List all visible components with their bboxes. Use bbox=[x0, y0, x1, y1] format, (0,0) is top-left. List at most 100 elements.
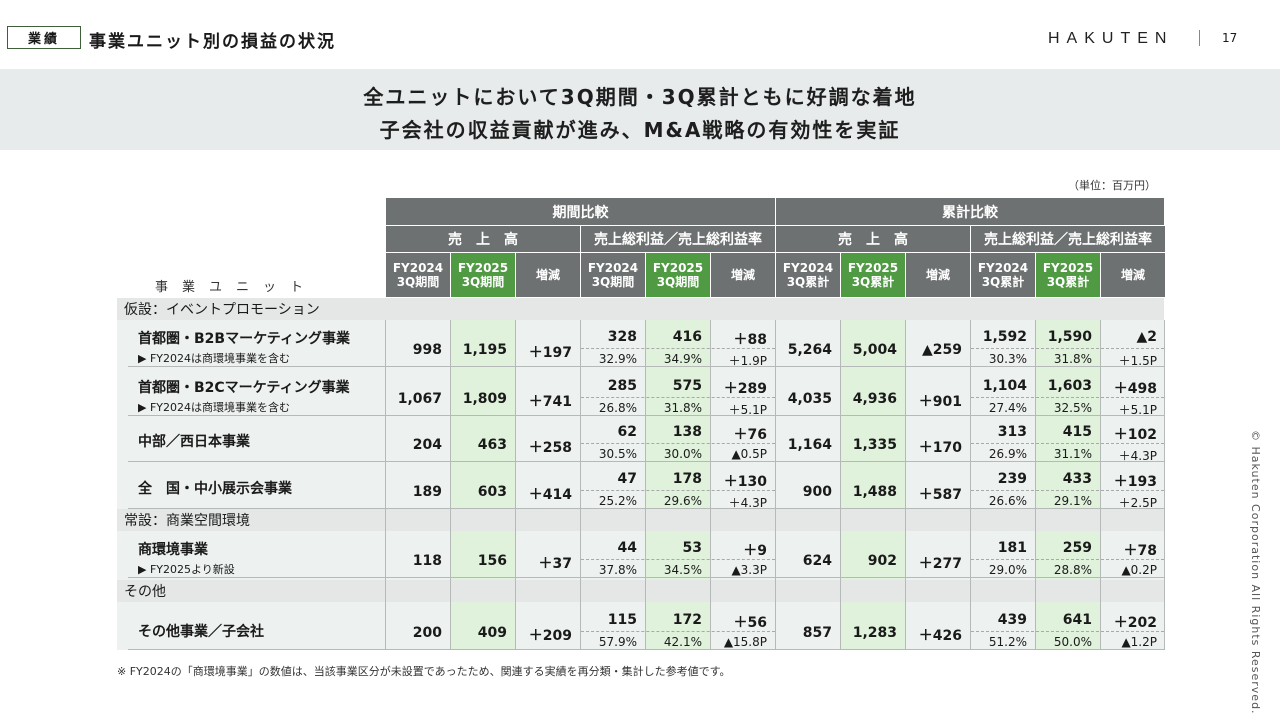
cum-gp-rate-cell: 50.0% bbox=[1053, 635, 1092, 649]
period-gp-rate-cell: 34.5% bbox=[663, 563, 702, 577]
period-gp-rate-cell: ▲15.8P bbox=[723, 635, 767, 649]
gp-rate-divider bbox=[581, 397, 775, 398]
period-gp-rate-cell: ▲3.3P bbox=[731, 563, 767, 577]
period-sales-cell: ＋741 bbox=[528, 394, 572, 410]
cum-sales-cell: ▲259 bbox=[922, 342, 962, 358]
column-header: 増減 bbox=[906, 253, 970, 297]
cum-gp-cell: ▲2 bbox=[1136, 329, 1157, 345]
period-gp-cell: 115 bbox=[607, 612, 637, 628]
column-divider bbox=[385, 320, 386, 650]
column-divider bbox=[580, 320, 581, 650]
unit-name: その他事業／子会社 bbox=[138, 624, 264, 640]
cum-gp-rate-cell: 31.1% bbox=[1053, 447, 1092, 461]
cum-gp-rate-cell: ＋5.1P bbox=[1118, 403, 1157, 417]
period-sales-cell: 1,195 bbox=[462, 342, 507, 358]
cum-gp-cell: ＋202 bbox=[1113, 615, 1157, 631]
header-divider bbox=[1199, 30, 1200, 46]
cum-sales-cell: 624 bbox=[802, 553, 832, 569]
column-divider bbox=[970, 320, 971, 650]
cum-gp-rate-cell: 31.8% bbox=[1053, 352, 1092, 366]
cum-sales-cell: 4,936 bbox=[852, 391, 897, 407]
cum-gp-rate-cell: 28.8% bbox=[1053, 563, 1092, 577]
cum-gp-cell: 1,104 bbox=[982, 378, 1027, 394]
subgroup-header: 売 上 高 bbox=[776, 226, 970, 252]
group-header-cumulative: 累計比較 bbox=[776, 198, 1164, 225]
cum-gp-rate-cell: 29.0% bbox=[988, 563, 1027, 577]
period-gp-rate-cell: 34.9% bbox=[663, 352, 702, 366]
period-gp-rate-cell: 32.9% bbox=[598, 352, 637, 366]
column-divider bbox=[450, 320, 451, 650]
business-unit-label: 事業ユニット bbox=[155, 280, 318, 295]
period-gp-rate-cell: 30.0% bbox=[663, 447, 702, 461]
unit-name: 全 国・中小展示会事業 bbox=[138, 481, 292, 497]
period-sales-cell: ＋37 bbox=[538, 556, 572, 572]
section-header: 仮設：イベントプロモーション bbox=[117, 298, 1164, 320]
cum-sales-cell: ＋587 bbox=[918, 487, 962, 503]
column-divider bbox=[1035, 320, 1036, 650]
column-header: 増減 bbox=[516, 253, 580, 297]
cum-sales-cell: ＋901 bbox=[918, 394, 962, 410]
cum-gp-cell: ＋102 bbox=[1113, 427, 1157, 443]
gp-rate-divider bbox=[971, 631, 1164, 632]
column-header: FY2025 3Q期間 bbox=[646, 253, 710, 297]
period-gp-rate-cell: 57.9% bbox=[598, 635, 637, 649]
period-sales-cell: 603 bbox=[477, 484, 507, 500]
period-sales-cell: 463 bbox=[477, 437, 507, 453]
cum-gp-rate-cell: ＋1.5P bbox=[1118, 354, 1157, 368]
cum-sales-cell: 1,335 bbox=[852, 437, 897, 453]
cum-gp-rate-cell: 27.4% bbox=[988, 401, 1027, 415]
cum-gp-rate-cell: 26.6% bbox=[988, 494, 1027, 508]
gp-rate-divider bbox=[581, 559, 775, 560]
section-tag: 業績 bbox=[7, 26, 81, 49]
column-header: FY2025 3Q期間 bbox=[451, 253, 515, 297]
column-header: FY2024 3Q期間 bbox=[386, 253, 450, 297]
column-divider bbox=[840, 320, 841, 650]
gp-rate-divider bbox=[971, 559, 1164, 560]
cum-sales-cell: 5,004 bbox=[852, 342, 897, 358]
headline-line-1: 全ユニットにおいて3Q期間・3Q累計ともに好調な着地 bbox=[363, 85, 917, 109]
cum-gp-cell: 1,590 bbox=[1047, 329, 1092, 345]
cum-gp-rate-cell: 32.5% bbox=[1053, 401, 1092, 415]
cum-gp-cell: 313 bbox=[997, 424, 1027, 440]
unit-name: 首都圏・B2Bマーケティング事業 bbox=[138, 331, 350, 347]
unit-note: ▶ FY2025より新設 bbox=[138, 563, 235, 576]
cum-gp-rate-cell: ＋2.5P bbox=[1118, 496, 1157, 510]
period-gp-rate-cell: ＋5.1P bbox=[728, 403, 767, 417]
gp-rate-divider bbox=[581, 490, 775, 491]
period-sales-cell: ＋414 bbox=[528, 487, 572, 503]
period-gp-rate-cell: 30.5% bbox=[598, 447, 637, 461]
period-gp-rate-cell: ＋1.9P bbox=[728, 354, 767, 368]
period-gp-rate-cell: ▲0.5P bbox=[731, 447, 767, 461]
row-divider bbox=[128, 366, 1164, 367]
gp-rate-divider bbox=[581, 631, 775, 632]
period-gp-cell: 53 bbox=[682, 540, 702, 556]
cum-gp-rate-cell: ▲1.2P bbox=[1121, 635, 1157, 649]
cum-sales-cell: 857 bbox=[802, 625, 832, 641]
section-header: その他 bbox=[117, 580, 1164, 602]
unit-note: ▶ FY2024は商環境事業を含む bbox=[138, 352, 290, 365]
column-divider bbox=[515, 320, 516, 650]
cum-gp-cell: 641 bbox=[1062, 612, 1092, 628]
period-gp-rate-cell: 42.1% bbox=[663, 635, 702, 649]
cum-sales-cell: 902 bbox=[867, 553, 897, 569]
cum-sales-cell: ＋426 bbox=[918, 628, 962, 644]
period-sales-cell: 409 bbox=[477, 625, 507, 641]
period-sales-cell: ＋197 bbox=[528, 345, 572, 361]
row-divider bbox=[128, 508, 1164, 509]
row-divider bbox=[128, 649, 1164, 650]
period-gp-cell: 328 bbox=[607, 329, 637, 345]
gp-rate-divider bbox=[971, 397, 1164, 398]
unit-note: （単位：百万円） bbox=[1068, 179, 1156, 192]
period-gp-cell: 172 bbox=[672, 612, 702, 628]
row-divider bbox=[128, 577, 1164, 578]
period-gp-cell: 416 bbox=[672, 329, 702, 345]
copyright-notice: © Hakuten Corporation All Rights Reserve… bbox=[1249, 430, 1262, 715]
cum-gp-cell: 239 bbox=[997, 471, 1027, 487]
row-divider bbox=[128, 415, 1164, 416]
cum-gp-cell: 433 bbox=[1062, 471, 1092, 487]
cum-sales-cell: ＋277 bbox=[918, 556, 962, 572]
period-sales-cell: 1,809 bbox=[462, 391, 507, 407]
period-sales-cell: ＋258 bbox=[528, 440, 572, 456]
gp-rate-divider bbox=[971, 490, 1164, 491]
cum-gp-cell: ＋498 bbox=[1113, 381, 1157, 397]
